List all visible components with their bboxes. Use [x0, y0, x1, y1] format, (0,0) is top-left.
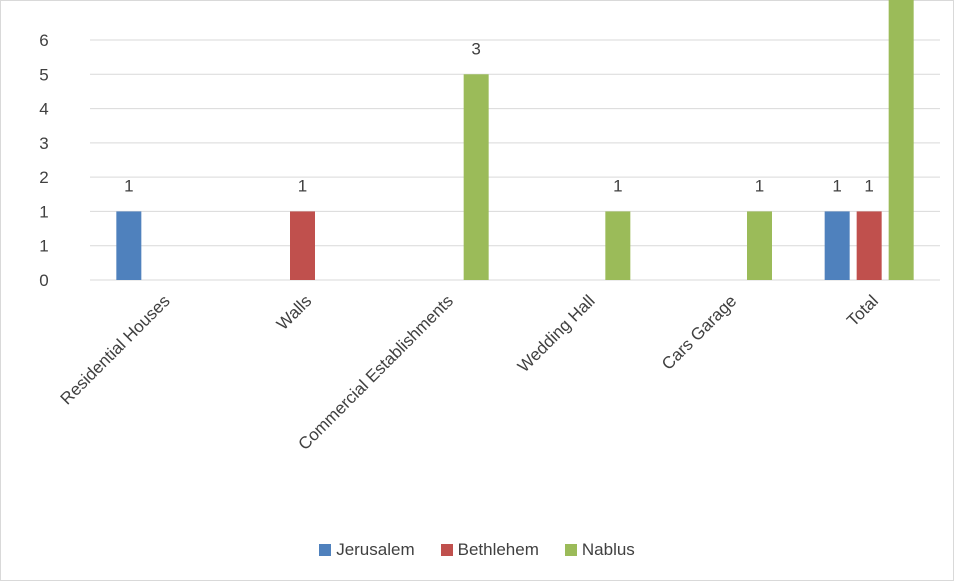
legend-label-bethlehem: Bethlehem — [457, 540, 539, 559]
data-label-jerusalem-total: 1 — [832, 176, 841, 195]
bar-chart: 0 1 1 2 3 4 5 6 1 Residential Houses 1 Walls 3 Commer… — [39, 0, 940, 454]
x-tick-label-total: Total — [843, 291, 882, 330]
y-tick-label: 2 — [39, 168, 48, 187]
y-tick-label: 6 — [39, 31, 48, 50]
y-tick-label: 4 — [39, 100, 48, 119]
x-tick-label-walls: Walls — [273, 291, 315, 333]
bar-bethlehem-walls — [290, 211, 315, 280]
bar-jerusalem-residential-houses — [116, 211, 142, 280]
y-tick-label: 1 — [39, 237, 48, 256]
y-tick-label: 1 — [39, 202, 48, 221]
bar-nablus-total — [888, 0, 914, 281]
bar-nablus-cars-garage — [747, 211, 772, 280]
legend-swatch-nablus — [564, 544, 577, 556]
y-tick-label: 5 — [39, 65, 48, 84]
y-tick-label: 3 — [39, 134, 48, 153]
legend-label-nablus: Nablus — [581, 540, 635, 559]
legend: Jerusalem Bethlehem Nablus — [0, 539, 954, 561]
x-tick-label-residential-houses: Residential Houses — [57, 291, 174, 408]
legend-item-jerusalem: Jerusalem — [319, 540, 415, 560]
legend-label-jerusalem: Jerusalem — [336, 540, 415, 559]
y-tick-label: 0 — [39, 271, 48, 290]
bar-nablus-wedding-hall — [605, 211, 631, 280]
legend-item-bethlehem: Bethlehem — [440, 540, 539, 560]
bar-nablus-commercial-establishments — [463, 74, 489, 281]
data-label-jerusalem-residential-houses: 1 — [124, 176, 133, 195]
data-label-nablus-wedding-hall: 1 — [613, 176, 622, 195]
data-label-nablus-commercial-establishments: 3 — [471, 39, 480, 58]
x-tick-label-cars-garage: Cars Garage — [658, 291, 740, 373]
data-label-bethlehem-total: 1 — [864, 176, 873, 195]
bar-bethlehem-total — [856, 211, 882, 280]
legend-item-nablus: Nablus — [564, 540, 635, 560]
data-label-nablus-cars-garage: 1 — [755, 176, 764, 195]
bar-jerusalem-total — [824, 211, 850, 280]
x-tick-label-commercial-establishments: Commercial Establishments — [295, 291, 457, 453]
legend-swatch-jerusalem — [319, 544, 332, 556]
legend-swatch-bethlehem — [440, 544, 453, 556]
x-tick-label-wedding-hall: Wedding Hall — [514, 291, 599, 376]
data-label-bethlehem-walls: 1 — [298, 176, 307, 195]
